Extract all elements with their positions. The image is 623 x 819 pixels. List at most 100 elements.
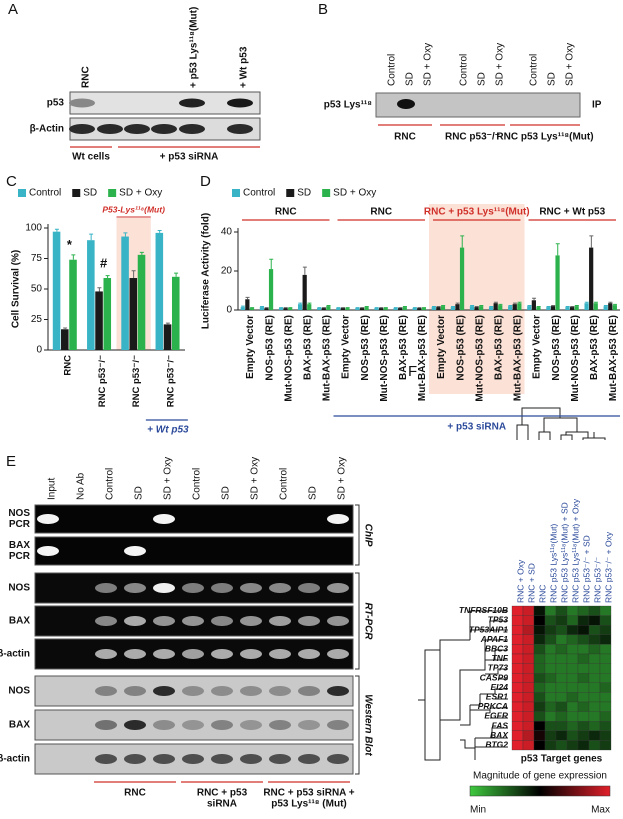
error-bar — [608, 301, 613, 304]
error-bar — [593, 301, 598, 304]
heatmap-cell — [566, 701, 579, 712]
bar — [440, 306, 446, 310]
heatmap-cell — [588, 692, 601, 703]
legend-swatch — [286, 189, 295, 197]
x-tick-label: Mut-BAX-p53 (RE) — [513, 315, 524, 401]
heatmap-cell — [588, 605, 601, 616]
heatmap-cell — [522, 692, 535, 703]
column-label: RNC — [81, 66, 92, 88]
blot-band — [240, 616, 262, 626]
column-label: SD + Oxy — [163, 457, 174, 500]
bar — [163, 324, 172, 350]
heatmap-cell — [533, 730, 546, 741]
heatmap-cell — [511, 730, 524, 741]
blot-band — [227, 124, 253, 134]
heatmap-cell — [511, 682, 524, 693]
heatmap-cell — [566, 692, 579, 703]
bar — [393, 308, 398, 310]
bar — [450, 307, 455, 310]
group-label: RNC + Wt p53 — [539, 207, 605, 218]
heatmap-cell — [599, 625, 612, 635]
y-tick-label: 50 — [31, 284, 43, 295]
bar — [402, 307, 407, 310]
column-label: RNC + SD — [526, 563, 536, 603]
heatmap-cell — [566, 682, 579, 693]
row-label: BAX — [9, 616, 30, 627]
heatmap-cell — [522, 625, 535, 635]
error-bar — [455, 302, 460, 305]
blot-band — [95, 649, 117, 659]
column-label: SD + Oxy — [495, 43, 506, 86]
bar — [383, 308, 388, 310]
heatmap-cell — [599, 740, 612, 751]
y-tick-label: 0 — [36, 345, 42, 356]
blot-band — [298, 754, 320, 764]
heatmap-cell — [533, 682, 546, 693]
heatmap-cell — [522, 653, 535, 664]
heatmap-cell — [555, 634, 568, 645]
legend-swatch — [232, 189, 240, 197]
heatmap-cell — [555, 605, 568, 616]
heatmap-cell — [533, 625, 546, 635]
blot-band — [153, 616, 175, 626]
legend-label: SD + Oxy — [119, 188, 162, 199]
gene-label: BBC3 — [485, 643, 508, 653]
group-label: p53 Lys¹¹⁸ (Mut) — [271, 799, 346, 810]
heatmap-cell — [555, 663, 568, 674]
bar — [69, 259, 77, 350]
gene-label: TP73 — [488, 663, 509, 673]
bar — [398, 308, 403, 310]
blot-band — [182, 583, 204, 593]
bar — [302, 274, 307, 310]
heatmap-cell — [577, 701, 590, 712]
blot-band — [397, 99, 415, 109]
heatmap-cell — [533, 615, 546, 626]
legend-label: SD + Oxy — [333, 188, 376, 199]
legend-label: Control — [29, 188, 61, 199]
heatmap-cell — [566, 605, 579, 616]
blot-band — [269, 649, 291, 659]
heatmap-cell — [533, 711, 546, 722]
x-tick-label: BAX-p53 (RE) — [589, 315, 600, 380]
bar — [608, 303, 613, 310]
column-label: RNC p53 Lys¹¹⁸(Mut) — [548, 524, 558, 603]
bar — [317, 308, 322, 310]
heatmap-cell — [577, 721, 590, 731]
error-bar — [470, 305, 475, 307]
legend-min: Min — [470, 805, 486, 816]
heatmap-cell — [533, 605, 546, 616]
section-bracket — [355, 675, 360, 775]
blot-band — [269, 754, 291, 764]
row-label: PCR — [9, 551, 31, 562]
heatmap-cell — [544, 711, 557, 722]
heatmap-cell — [511, 701, 524, 712]
bar — [87, 240, 95, 350]
bar — [493, 303, 498, 310]
column-label: SD — [477, 72, 488, 86]
legend-title: Magnitude of gene expression — [473, 771, 607, 782]
y-axis-label: Cell Survival (%) — [11, 250, 22, 328]
bar — [283, 308, 288, 310]
bar — [431, 307, 436, 310]
bar — [488, 307, 494, 310]
blot-band — [269, 616, 291, 626]
error-bar — [451, 305, 456, 308]
error-bar — [460, 235, 465, 248]
blot-band — [240, 686, 262, 696]
blot-band — [153, 583, 175, 593]
row-label: NOS — [8, 508, 30, 519]
x-tick-label: Mut-BAX-p53 (RE) — [417, 315, 428, 401]
blot-band — [69, 124, 95, 134]
bar — [259, 307, 264, 310]
x-tick-label: Mut-NOS-p53 (RE) — [379, 315, 390, 402]
heatmap-cell — [522, 605, 535, 616]
heatmap-cell — [599, 692, 612, 703]
heatmap-cell — [533, 634, 546, 645]
heatmap-cell — [511, 663, 524, 674]
bar — [121, 236, 129, 350]
row-label: BAX — [9, 720, 30, 731]
section-bracket — [355, 572, 360, 670]
blot-band — [240, 720, 262, 730]
heatmap-cell — [533, 663, 546, 674]
bar — [355, 308, 360, 310]
